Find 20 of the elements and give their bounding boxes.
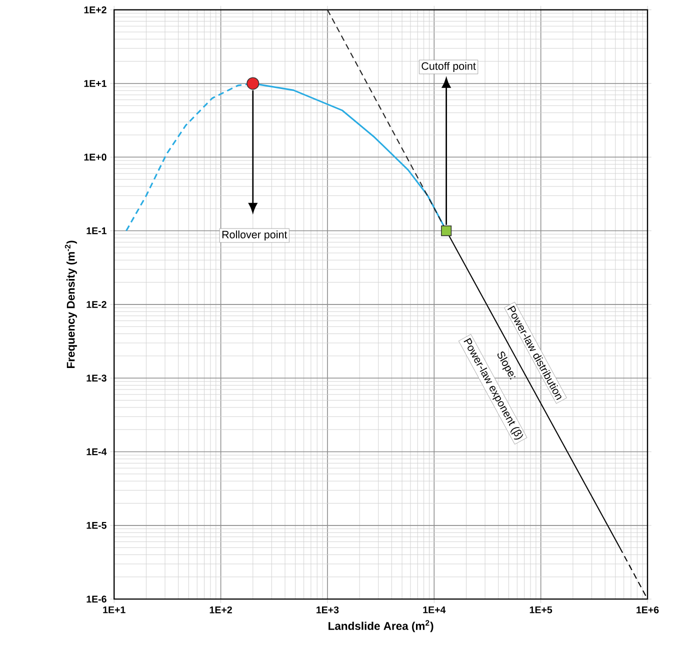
annotation: Cutoff point: [422, 62, 476, 72]
x-tick-label: 1E+3: [316, 606, 339, 614]
y-tick-label: 1E-5: [86, 522, 106, 529]
y-tick-label: 1E+2: [84, 6, 106, 14]
annotation: Slope:: [497, 352, 516, 380]
y-tick-label: 1E-1: [86, 227, 106, 234]
y-tick-label: 1E+0: [84, 154, 106, 161]
y-tick-label: 1E-6: [86, 596, 106, 603]
x-tick-label: 1E+5: [530, 606, 552, 614]
y-axis-title: Frequency Density (m$^{-2}$): [64, 240, 77, 368]
y-tick-label: 1E-2: [86, 301, 106, 308]
x-tick-label: 1E+2: [210, 606, 232, 614]
x-axis-title: Landslide Area (m$^{2}$): [328, 620, 434, 632]
x-tick-label: 1E+6: [636, 606, 659, 614]
y-tick-label: 1E-4: [86, 448, 107, 456]
annotation: Rollover point: [222, 230, 288, 241]
x-tick-label: 1E+4: [423, 606, 446, 614]
y-tick-label: 1E+1: [84, 80, 106, 87]
y-tick-label: 1E-3: [86, 374, 106, 382]
x-tick-label: 1E+1: [103, 606, 126, 614]
